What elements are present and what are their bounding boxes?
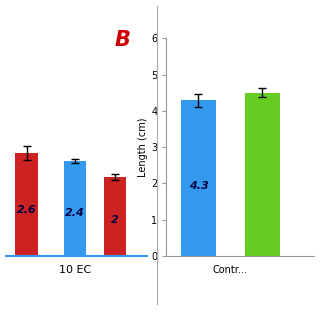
Text: B: B <box>115 30 131 50</box>
Text: 2.6: 2.6 <box>17 205 36 215</box>
Bar <box>245 93 280 256</box>
Bar <box>104 177 126 256</box>
Text: 4.3: 4.3 <box>188 181 208 191</box>
Bar <box>181 100 216 256</box>
Bar <box>15 153 37 256</box>
Text: 2.4: 2.4 <box>65 208 85 218</box>
Text: 2: 2 <box>111 215 119 225</box>
Bar <box>64 161 86 256</box>
Y-axis label: Length (cm): Length (cm) <box>138 117 148 177</box>
